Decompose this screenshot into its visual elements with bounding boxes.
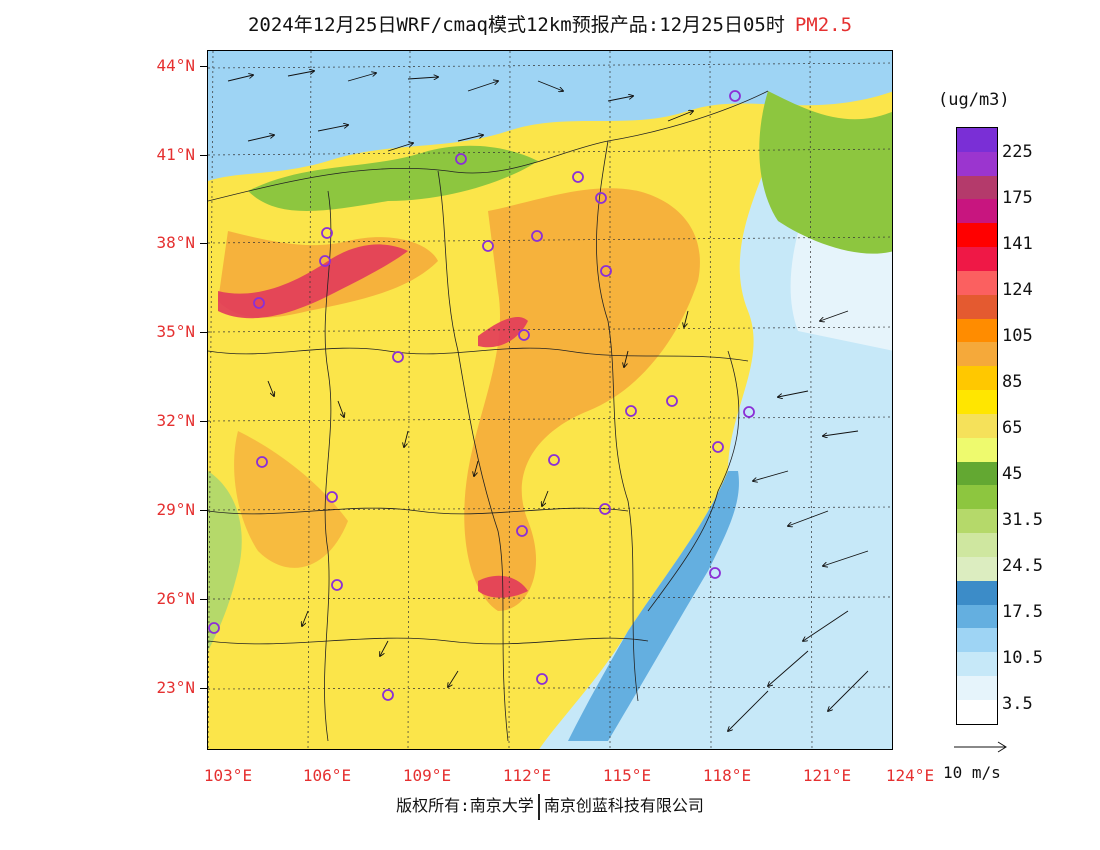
color-bar-swatch [957, 699, 997, 724]
lat-tick [200, 332, 207, 333]
graticule [208, 51, 892, 749]
hotspot-northwest [218, 244, 408, 319]
color-bar-swatch [957, 461, 997, 486]
lon-label-106: 106°E [302, 766, 352, 785]
color-bar-swatch [957, 533, 997, 557]
map-canvas [208, 51, 892, 749]
lat-label-23: 23°N [156, 678, 195, 697]
color-bar-swatch [957, 390, 997, 414]
legend-label: 105 [1002, 326, 1033, 346]
lat-label-35: 35°N [156, 322, 195, 341]
color-bar-swatch [957, 652, 997, 677]
legend-label: 141 [1002, 234, 1033, 254]
legend-label: 85 [1002, 372, 1023, 392]
legend-label: 45 [1002, 464, 1023, 484]
color-bar-swatch [957, 151, 997, 176]
legend-label: 3.5 [1002, 694, 1033, 714]
lon-label-103: 103°E [203, 766, 253, 785]
color-bar-swatch [957, 509, 997, 534]
footer-left: 版权所有:南京大学 [396, 796, 534, 815]
wind-reference-arrow [954, 741, 1007, 753]
lat-label-38: 38°N [156, 233, 195, 252]
coastal-clean-band [568, 471, 739, 741]
lat-tick [200, 421, 207, 422]
lat-label-41: 41°N [156, 145, 195, 164]
wind-reference-label: 10 m/s [943, 763, 1001, 782]
lat-tick [200, 155, 207, 156]
central-pollution-band [464, 188, 700, 611]
lon-label-118: 118°E [702, 766, 752, 785]
lon-label-109: 109°E [402, 766, 452, 785]
color-bar-swatch [957, 413, 997, 438]
legend-label: 17.5 [1002, 602, 1043, 622]
north-clean-region [208, 51, 892, 181]
boundaries [208, 90, 769, 742]
lat-tick [200, 688, 207, 689]
color-bar-swatch [957, 318, 997, 343]
copyright-footer: 版权所有:南京大学 南京创蓝科技有限公司 [0, 792, 1100, 820]
footer-separator [537, 793, 540, 820]
lon-label-115: 115°E [602, 766, 652, 785]
color-bar-swatch [957, 294, 997, 319]
legend-label: 124 [1002, 280, 1033, 300]
hotspot-central [478, 316, 528, 348]
legend-label: 175 [1002, 188, 1033, 208]
lon-label-112: 112°E [502, 766, 552, 785]
lat-tick [200, 243, 207, 244]
color-bar-swatch [957, 128, 997, 152]
lat-label-26: 26°N [156, 589, 195, 608]
lon-label-124: 124°E [885, 766, 935, 785]
legend-label: 10.5 [1002, 648, 1043, 668]
site-markers [208, 90, 755, 701]
color-bar-swatch [957, 628, 997, 653]
lon-label-121: 121°E [802, 766, 852, 785]
color-bar-swatch [957, 556, 997, 581]
color-bar-swatch [957, 580, 997, 605]
wind-vectors [227, 71, 869, 731]
title-main: 2024年12月25日WRF/cmaq模式12km预报产品:12月25日05时 [247, 14, 785, 36]
legend-label: 24.5 [1002, 556, 1043, 576]
lat-tick [200, 510, 207, 511]
lat-label-29: 29°N [156, 500, 195, 519]
lat-label-32: 32°N [156, 411, 195, 430]
color-bar-swatch [957, 366, 997, 391]
color-bar-swatch [957, 437, 997, 462]
color-bar-swatch [957, 676, 997, 700]
legend-label: 65 [1002, 418, 1023, 438]
color-bar-swatch [957, 485, 997, 510]
legend-label: 225 [1002, 142, 1033, 162]
sichuan-pollution-band [234, 431, 348, 568]
legend-unit: (ug/m3) [938, 90, 1010, 110]
southwest-green-region [208, 471, 242, 651]
color-bar-swatch [957, 270, 997, 295]
color-bar-swatch [957, 604, 997, 629]
color-bar [956, 127, 998, 725]
color-bar-swatch [957, 247, 997, 271]
lat-tick [200, 66, 207, 67]
chart-title: 2024年12月25日WRF/cmaq模式12km预报产品:12月25日05时 P… [0, 10, 1100, 37]
color-bar-swatch [957, 223, 997, 248]
northeast-green-region [759, 91, 892, 254]
color-bar-swatch [957, 199, 997, 224]
pm25-forecast-map [207, 50, 893, 750]
color-bar-swatch [957, 175, 997, 200]
footer-right: 南京创蓝科技有限公司 [543, 796, 704, 815]
title-pollutant: PM2.5 [794, 14, 853, 36]
lat-tick [200, 599, 207, 600]
legend-label: 31.5 [1002, 510, 1043, 530]
lat-label-44: 44°N [156, 56, 195, 75]
color-bar-swatch [957, 342, 997, 367]
